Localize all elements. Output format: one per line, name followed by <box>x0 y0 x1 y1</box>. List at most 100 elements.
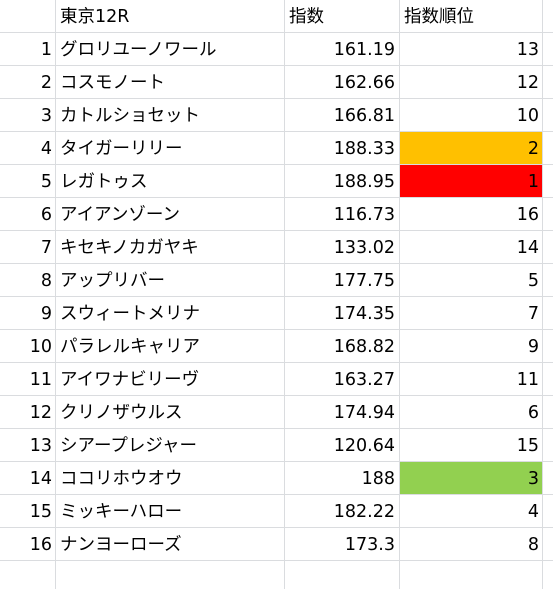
index-value-cell[interactable]: 116.73 <box>333 205 395 225</box>
rank-cell[interactable]: 10 <box>516 106 539 126</box>
rank-cell[interactable]: 2 <box>400 132 542 164</box>
row-number-cell[interactable]: 8 <box>40 271 52 291</box>
index-value-cell[interactable]: 163.27 <box>333 370 395 390</box>
horse-name-cell[interactable]: レガトゥス <box>60 172 148 192</box>
extra-cell[interactable] <box>543 462 553 494</box>
rank-cell[interactable]: 4 <box>527 502 539 522</box>
extra-cell[interactable] <box>543 495 553 527</box>
index-value-cell[interactable]: 120.64 <box>333 436 395 456</box>
extra-cell[interactable] <box>543 132 553 164</box>
row-number-cell[interactable]: 13 <box>29 436 52 456</box>
horse-name-cell[interactable]: タイガーリリー <box>60 139 183 159</box>
extra-cell[interactable] <box>543 429 553 461</box>
extra-cell[interactable] <box>543 528 553 560</box>
rank-cell[interactable]: 1 <box>400 165 542 197</box>
horse-name-cell[interactable]: アイアンゾーン <box>60 205 181 225</box>
rank-cell[interactable]: 11 <box>516 370 539 390</box>
row-number-cell[interactable]: 10 <box>29 337 52 357</box>
extra-cell[interactable] <box>543 231 553 263</box>
extra-cell[interactable] <box>543 198 553 230</box>
table-row: 12 クリノザウルス 174.94 6 <box>0 396 553 429</box>
extra-cell[interactable] <box>543 33 553 65</box>
horse-name-cell[interactable]: アイワナビリーヴ <box>60 370 200 390</box>
extra-cell[interactable] <box>543 66 553 98</box>
index-value-cell[interactable]: 188.95 <box>333 172 395 192</box>
horse-name-cell[interactable]: スウィートメリナ <box>60 304 200 324</box>
table-row: 16 ナンヨーローズ 173.3 8 <box>0 528 553 561</box>
index-value-cell[interactable]: 162.66 <box>333 73 395 93</box>
row-number-cell[interactable]: 5 <box>40 172 52 192</box>
index-value-cell[interactable]: 174.35 <box>333 304 395 324</box>
table-row: 4 タイガーリリー 188.33 2 <box>0 132 553 165</box>
row-number-cell[interactable]: 2 <box>40 73 52 93</box>
rank-cell[interactable]: 9 <box>527 337 539 357</box>
rank-cell[interactable]: 13 <box>516 40 539 60</box>
row-number-cell[interactable]: 4 <box>40 139 52 159</box>
gridline-horizontal <box>0 131 553 132</box>
index-value-cell[interactable]: 173.3 <box>344 535 395 555</box>
header-cell-rank[interactable]: 指数順位 <box>404 7 474 27</box>
row-number-cell[interactable]: 1 <box>40 40 52 60</box>
header-cell-empty[interactable] <box>0 0 55 32</box>
header-cell-extra[interactable] <box>543 0 553 32</box>
row-number-cell[interactable]: 15 <box>29 502 52 522</box>
row-number-cell[interactable]: 6 <box>40 205 52 225</box>
table-row: 3 カトルショセット 166.81 10 <box>0 99 553 132</box>
index-value-cell[interactable]: 168.82 <box>333 337 395 357</box>
index-value-cell[interactable]: 174.94 <box>333 403 395 423</box>
gridline-horizontal <box>0 560 553 561</box>
row-number-cell[interactable]: 16 <box>29 535 52 555</box>
gridline-horizontal <box>0 65 553 66</box>
horse-name-cell[interactable]: シアープレジャー <box>60 436 198 456</box>
row-number-cell[interactable]: 12 <box>29 403 52 423</box>
extra-cell[interactable] <box>543 396 553 428</box>
index-value-cell[interactable]: 182.22 <box>333 502 395 522</box>
horse-name-cell[interactable]: グロリユーノワール <box>60 40 217 60</box>
rank-cell[interactable]: 12 <box>516 73 539 93</box>
table-row: 9 スウィートメリナ 174.35 7 <box>0 297 553 330</box>
index-value-cell[interactable]: 166.81 <box>333 106 395 126</box>
index-value-cell[interactable]: 177.75 <box>333 271 395 291</box>
rank-cell[interactable]: 15 <box>516 436 539 456</box>
horse-name-cell[interactable]: ミッキーハロー <box>60 502 183 522</box>
header-row: 東京12R 指数 指数順位 <box>0 0 553 33</box>
extra-cell[interactable] <box>543 330 553 362</box>
row-number-cell[interactable]: 7 <box>40 238 52 258</box>
row-number-cell[interactable]: 11 <box>29 370 52 390</box>
table-row: 15 ミッキーハロー 182.22 4 <box>0 495 553 528</box>
extra-cell[interactable] <box>543 99 553 131</box>
header-cell-race[interactable]: 東京12R <box>60 7 130 27</box>
rank-cell[interactable]: 16 <box>516 205 539 225</box>
row-number-cell[interactable]: 14 <box>29 469 52 489</box>
gridline-vertical <box>55 0 56 589</box>
rank-cell[interactable]: 5 <box>527 271 539 291</box>
horse-name-cell[interactable]: ココリホウオウ <box>60 469 183 489</box>
rank-cell[interactable]: 8 <box>527 535 539 555</box>
header-cell-index[interactable]: 指数 <box>289 7 324 27</box>
horse-name-cell[interactable]: クリノザウルス <box>60 403 183 423</box>
table-row: 11 アイワナビリーヴ 163.27 11 <box>0 363 553 396</box>
extra-cell[interactable] <box>543 297 553 329</box>
extra-cell[interactable] <box>543 363 553 395</box>
index-value-cell[interactable]: 133.02 <box>333 238 395 258</box>
gridline-horizontal <box>0 263 553 264</box>
horse-name-cell[interactable]: パラレルキャリア <box>60 337 200 357</box>
gridline-horizontal <box>0 428 553 429</box>
index-value-cell[interactable]: 188 <box>361 469 395 489</box>
extra-cell[interactable] <box>543 264 553 296</box>
horse-name-cell[interactable]: キセキノカガヤキ <box>60 238 199 258</box>
row-number-cell[interactable]: 9 <box>40 304 52 324</box>
index-value-cell[interactable]: 161.19 <box>333 40 395 60</box>
row-number-cell[interactable]: 3 <box>40 106 52 126</box>
horse-name-cell[interactable]: コスモノート <box>60 73 165 93</box>
horse-name-cell[interactable]: ナンヨーローズ <box>60 535 182 555</box>
gridline-horizontal <box>0 494 553 495</box>
index-value-cell[interactable]: 188.33 <box>333 139 395 159</box>
rank-cell[interactable]: 7 <box>527 304 539 324</box>
rank-cell[interactable]: 3 <box>400 462 542 494</box>
rank-cell[interactable]: 14 <box>516 238 539 258</box>
horse-name-cell[interactable]: カトルショセット <box>60 106 200 126</box>
horse-name-cell[interactable]: アップリバー <box>60 271 165 291</box>
rank-cell[interactable]: 6 <box>527 403 539 423</box>
extra-cell[interactable] <box>543 165 553 197</box>
